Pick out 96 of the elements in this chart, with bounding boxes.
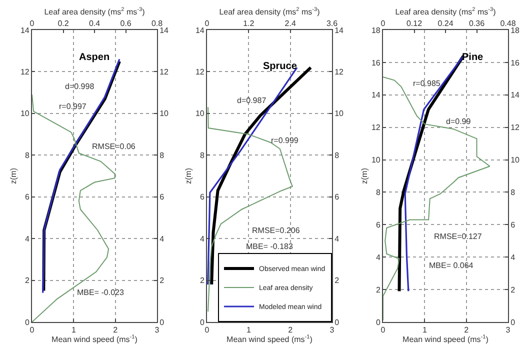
annotation: d=0.99 — [446, 117, 471, 126]
y2-tick-label: 10 — [510, 156, 520, 165]
annotation: MBE= 0.064 — [428, 261, 474, 270]
y2-tick-label: 6 — [510, 220, 516, 230]
y2-tick-label: 0 — [510, 318, 516, 327]
y2-tick-label: 6 — [160, 192, 165, 202]
annotation: RMSE=0.206 — [252, 226, 301, 235]
x2-tick-label: 0.24 — [437, 18, 454, 28]
y-axis-title: z(m) — [184, 168, 194, 184]
y-axis-title: z(m) — [9, 168, 18, 184]
y-tick-label: 0 — [24, 318, 30, 327]
y2-tick-label: 2 — [160, 276, 165, 286]
y2-tick-label: 2 — [510, 285, 516, 294]
x2-tick-label: 0.2 — [58, 18, 70, 28]
x2-tick-label: 0.8 — [151, 18, 164, 28]
y-tick-label: 12 — [196, 68, 206, 77]
x2-tick-label: 0.4 — [88, 18, 101, 28]
y2-tick-label: 10 — [334, 109, 344, 118]
x2-axis-title: Leaf area density (ms$^{2}$ ms$^{-3}$) — [220, 7, 320, 16]
y-tick-label: 0 — [200, 318, 206, 327]
x-axis-title: Mean wind speed (ms$^{-1}$) — [226, 334, 314, 344]
y2-tick-label: 14 — [160, 26, 170, 35]
x2-tick-label: 3.6 — [326, 18, 338, 28]
text: Aspen — [79, 52, 110, 63]
x-axis-title: Mean wind speed (ms$^{-1}$) — [402, 334, 488, 344]
annotation: d=0.998 — [65, 82, 95, 91]
x2-tick-label: 2.4 — [285, 18, 297, 28]
y-tick-label: 4 — [376, 252, 381, 262]
y2-tick-label: 4 — [334, 234, 340, 244]
y2-tick-label: 4 — [160, 234, 165, 244]
y2-tick-label: 18 — [510, 26, 520, 35]
y2-tick-label: 2 — [334, 276, 340, 286]
y-tick-label: 14 — [371, 90, 381, 100]
y2-tick-label: 8 — [160, 150, 165, 160]
y-tick-label: 6 — [200, 192, 206, 202]
y-tick-label: 4 — [24, 234, 30, 244]
y-tick-label: 12 — [371, 123, 381, 132]
y-tick-label: 14 — [196, 26, 206, 35]
x2-tick-label: 1.2 — [243, 18, 256, 28]
y-tick-label: 2 — [376, 285, 381, 294]
y2-tick-label: 8 — [510, 188, 516, 198]
y-tick-label: 12 — [20, 68, 30, 77]
text: Pine — [462, 52, 484, 63]
annotation: r=0.997 — [59, 102, 87, 111]
x2-tick-label: 0.48 — [500, 18, 516, 28]
y-tick-label: 18 — [371, 26, 381, 35]
y2-tick-label: 10 — [160, 109, 170, 118]
y-tick-label: 8 — [376, 188, 381, 198]
x-tick-label: 3 — [154, 326, 160, 335]
y-tick-label: 10 — [196, 109, 206, 118]
y-tick-label: 10 — [371, 156, 381, 165]
y-tick-label: 6 — [24, 192, 30, 202]
y2-tick-label: 12 — [510, 123, 520, 132]
x-tick-label: 1 — [246, 326, 252, 335]
x-tick-label: 2 — [288, 326, 294, 335]
y-tick-label: 2 — [24, 276, 30, 286]
x-tick-label: 3 — [330, 326, 336, 335]
x2-tick-label: 0.36 — [468, 18, 485, 28]
y2-tick-label: 0 — [334, 318, 340, 327]
x-tick-label: 1 — [71, 326, 76, 335]
y-tick-label: 0 — [376, 318, 381, 327]
y-tick-label: 10 — [20, 109, 30, 118]
annotation: RMSE=0.127 — [434, 232, 482, 241]
annotation: r=0.985 — [412, 79, 441, 88]
x2-axis-title: Leaf area density (ms$^{2}$ ms$^{-3}$) — [394, 7, 496, 16]
x2-tick-label: 0.6 — [120, 18, 132, 28]
y2-tick-label: 14 — [334, 26, 344, 35]
x-axis-title: Mean wind speed (ms$^{-1}$) — [52, 334, 138, 344]
y2-tick-label: 0 — [160, 318, 165, 327]
y-tick-label: 16 — [371, 58, 381, 68]
y-axis-title: z(m) — [360, 168, 369, 184]
annotation: r=0.999 — [271, 136, 300, 145]
y2-tick-label: 4 — [510, 252, 516, 262]
y-tick-label: 6 — [376, 220, 381, 230]
y2-tick-label: 6 — [334, 192, 340, 202]
y2-tick-label: 12 — [334, 68, 344, 77]
annotation: MBE= -0.023 — [77, 288, 124, 297]
x2-axis-title: Leaf area density (ms$^{2}$ ms$^{-3}$) — [44, 7, 146, 16]
y-tick-label: 2 — [200, 276, 206, 286]
x-tick-label: 2 — [464, 326, 469, 335]
y-tick-label: 8 — [24, 150, 30, 160]
x-tick-label: 3 — [505, 326, 510, 335]
annotation: d=0.987 — [237, 96, 268, 105]
y-tick-label: 14 — [20, 26, 30, 35]
x-tick-label: 1 — [422, 326, 428, 335]
text: Spruce — [263, 61, 298, 72]
y-tick-label: 4 — [200, 234, 206, 244]
x-tick-label: 2 — [113, 326, 118, 335]
y2-tick-label: 16 — [510, 58, 520, 68]
y-tick-label: 8 — [200, 150, 206, 160]
annotation: MBE= -0.183 — [246, 242, 294, 251]
annotation: RMSE=0.06 — [92, 142, 136, 151]
y2-tick-label: 8 — [334, 150, 340, 160]
y2-tick-label: 12 — [160, 68, 170, 77]
y2-tick-label: 14 — [510, 90, 520, 100]
x2-tick-label: 0.12 — [406, 18, 422, 28]
